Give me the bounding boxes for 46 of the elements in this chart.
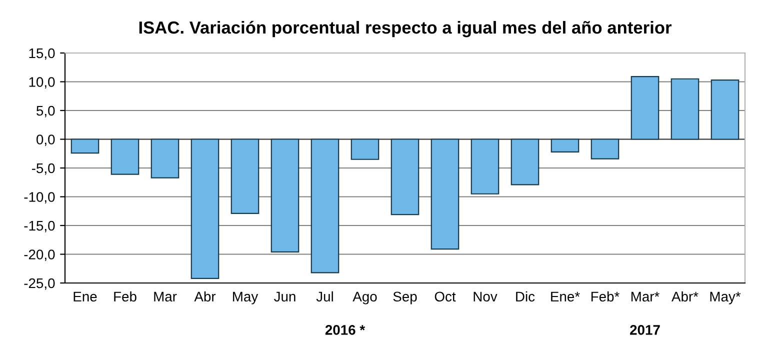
bar <box>310 138 340 274</box>
x-tick-label: Jun <box>274 292 296 302</box>
x-tick-label: Ago <box>352 292 377 304</box>
x-tick-label: Dic <box>516 291 535 302</box>
y-tick-label: 15,0 <box>29 48 55 60</box>
bar <box>510 138 540 186</box>
x-tick-label: Mar* <box>631 292 660 302</box>
bar <box>470 138 500 194</box>
x-tick-label: Abr* <box>672 291 698 302</box>
x-tick-label: Nov <box>474 292 498 302</box>
x-tick-label: Feb* <box>591 291 620 302</box>
bar <box>590 138 620 160</box>
bar <box>270 138 300 253</box>
x-tick-label: Jul <box>316 291 333 302</box>
text: 2017 <box>630 325 660 335</box>
x-tick-label: May <box>233 292 258 304</box>
x-tick-label: May* <box>710 292 741 304</box>
y-tick-label: -20,0 <box>24 250 55 262</box>
bar <box>150 138 180 178</box>
bar <box>70 138 100 154</box>
y-tick-label: 5,0 <box>36 106 55 118</box>
x-tick-label: Ene <box>74 292 97 302</box>
bar <box>390 138 420 216</box>
x-tick-label: Abr <box>194 291 216 302</box>
y-tick-label: -5,0 <box>32 163 55 175</box>
chart-title: ISAC. Variación porcentual respecto a igual mes del año anterior <box>139 20 672 38</box>
x-tick-label: Sep <box>393 292 417 304</box>
y-tick-label: -10,0 <box>24 192 55 204</box>
y-tick-label: -25,0 <box>24 278 55 290</box>
bar <box>190 138 220 279</box>
y-tick-label: 10,0 <box>29 77 55 89</box>
bar <box>670 78 700 140</box>
x-tick-label: Mar <box>154 292 177 302</box>
bar <box>550 138 580 152</box>
text: 2016 * <box>325 325 366 335</box>
x-tick-label: Feb <box>114 291 136 302</box>
bar <box>350 138 380 160</box>
bar <box>110 138 140 175</box>
x-tick-label: Oct <box>434 292 456 302</box>
bar <box>230 138 260 214</box>
x-tick-label: Ene* <box>551 292 580 302</box>
bar <box>430 138 460 250</box>
bar <box>710 79 740 140</box>
bar <box>630 76 660 140</box>
y-tick-label: 0,0 <box>36 134 55 146</box>
y-tick-label: -15,0 <box>24 220 55 232</box>
